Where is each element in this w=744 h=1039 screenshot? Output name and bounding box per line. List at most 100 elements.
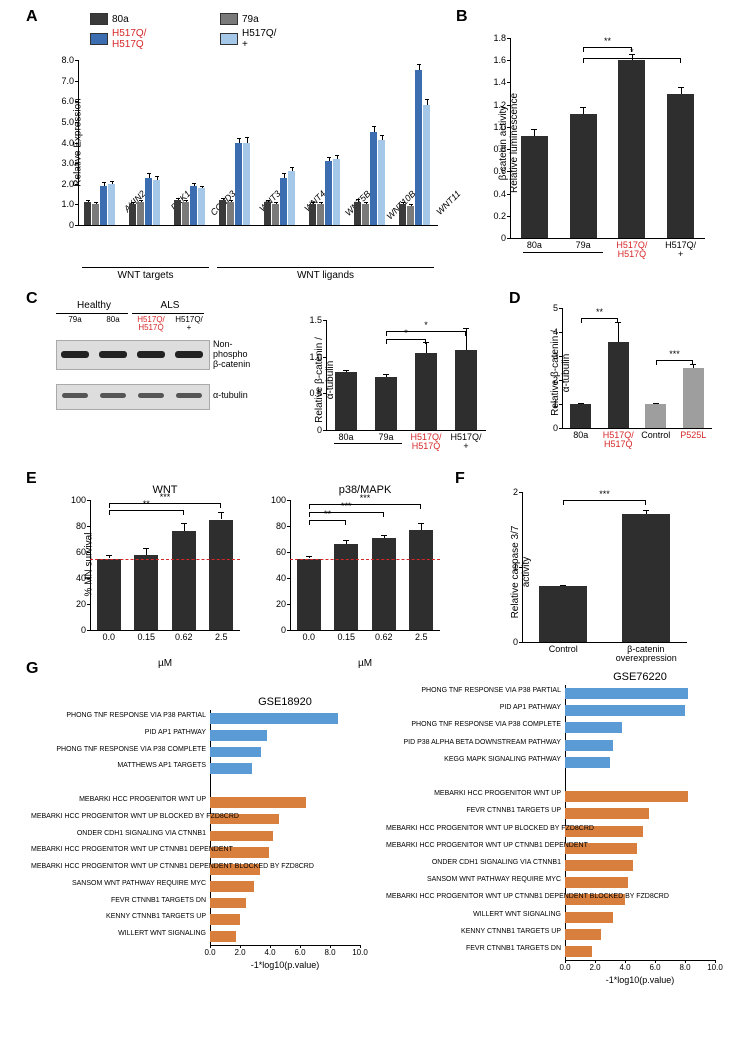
panelA-bar: [370, 132, 377, 225]
panelG-1-bar: [210, 898, 246, 909]
panelE-0-xtick: 2.5: [203, 633, 239, 642]
panelG-1-bar: [210, 931, 236, 942]
panelC-quant-ylabel: Relative β-catenin / α-tubulin: [314, 325, 336, 435]
panelA-bar: [309, 204, 316, 225]
panelA-ytick: 5.0: [54, 117, 74, 127]
panelG-2-bar-label: FEVR CTNNB1 TARGETS UP: [386, 807, 561, 815]
panelG-2-bar-label: ONDER CDH1 SIGNALING VIA CTNNB1: [386, 859, 561, 867]
panelB-sig: *: [583, 47, 681, 57]
panelG-1-xtick: 8.0: [320, 948, 340, 957]
panelE-1-ytick: 40: [266, 573, 286, 583]
panelG-2-bar-label: MEBARKI HCC PROGENITOR WNT UP: [386, 790, 561, 798]
panelC-quant-bar: [335, 372, 357, 430]
panelG-1-title: GSE18920: [210, 696, 360, 708]
panelB-sig: **: [583, 36, 632, 46]
panelE-1-ytick: 80: [266, 521, 286, 531]
panelG-1-bar-label: MEBARKI HCC PROGENITOR WNT UP: [31, 796, 206, 804]
panelG-1-bar: [210, 881, 254, 892]
panelA-group-label: WNT targets: [82, 270, 209, 281]
panelA-ytick: 2.0: [54, 179, 74, 189]
panelG-1-bar: [210, 730, 267, 741]
panelE-1-xlabel: µM: [290, 658, 440, 669]
panelG-1-bar-label: KENNY CTNNB1 TARGETS UP: [31, 913, 206, 921]
panelD-ytick: 5: [538, 303, 558, 313]
panelA-group-label: WNT ligands: [217, 270, 434, 281]
panelG-1-bar-label: SANSOM WNT PATHWAY REQUIRE MYC: [31, 880, 206, 888]
panelG-2-bar: [565, 705, 685, 716]
panelD-bar: [683, 368, 704, 428]
panelF-xtick: Control: [533, 645, 593, 654]
panelE-0-xtick: 0.15: [128, 633, 164, 642]
panelE-0-xtick: 0.0: [91, 633, 127, 642]
panelC-blot1-label: Non- phospho β-catenin: [213, 340, 273, 370]
panelG-1-bar-label: MEBARKI HCC PROGENITOR WNT UP BLOCKED BY…: [31, 813, 206, 821]
panelC-quant-ytick: 1.5: [302, 315, 322, 325]
panelE-0-xtick: 0.62: [166, 633, 202, 642]
panelC-quant-xtick: 79a: [369, 433, 403, 442]
panelA-bar: [243, 143, 250, 226]
panelG-2-bar-label: MEBARKI HCC PROGENITOR WNT UP BLOCKED BY…: [386, 825, 561, 833]
panelD-xtick: P525L: [677, 431, 710, 440]
panelD-sig: ***: [656, 349, 694, 359]
panelG-2-bar-label: PID P38 ALPHA BETA DOWNSTREAM PATHWAY: [386, 739, 561, 747]
panelD-ylabel: Relative β-catenin / α-tubulin: [550, 318, 572, 428]
panelA-bar: [354, 202, 361, 225]
panelA-ytick: 1.0: [54, 199, 74, 209]
panelE-1-xtick: 0.62: [366, 633, 402, 642]
panelB-bar: [667, 94, 694, 238]
panelE-1-ytick: 20: [266, 599, 286, 609]
panelB-xtick: 79a: [564, 241, 603, 250]
panelG-2-bar: [565, 740, 613, 751]
panelA-bar: [423, 105, 430, 225]
panelA-bar: [235, 143, 242, 226]
panelG-2-bar-label: MEBARKI HCC PROGENITOR WNT UP CTNNB1 DEP…: [386, 842, 561, 850]
panelA-bar: [317, 204, 324, 225]
panelG-1-bar-label: MEBARKI HCC PROGENITOR WNT UP CTNNB1 DEP…: [31, 863, 206, 871]
panelA-ylabel: Relative Expression: [73, 82, 84, 202]
panelE-1-baseline: [290, 559, 440, 560]
panelC-quant-sig: *: [386, 320, 466, 330]
panelA-group-line: [82, 267, 209, 268]
panelD-bar: [570, 404, 591, 428]
panelC-blot2-label: α-tubulin: [213, 390, 248, 400]
panelG-1-bar: [210, 914, 240, 925]
panelG-1-bar-label: MATTHEWS AP1 TARGETS: [31, 762, 206, 770]
panelG-2-bar: [565, 791, 688, 802]
panelE-1-xtick: 0.0: [291, 633, 327, 642]
panelC-quant-bar: [375, 377, 397, 430]
panelG-2-bar: [565, 808, 649, 819]
panelA-bar: [227, 202, 234, 225]
panelG-1-xtick: 4.0: [260, 948, 280, 957]
panelG-2-bar-label: PHONG TNF RESPONSE VIA P38 COMPLETE: [386, 721, 561, 729]
panelA-bar: [407, 206, 414, 225]
panelB-ytick: 1.8: [486, 33, 506, 43]
panelG-1-bar: [210, 763, 252, 774]
panelB-bar: [618, 60, 645, 238]
panelB-bar: [570, 114, 597, 238]
panelC-quant-xtick: H517Q/ +: [449, 433, 483, 452]
panelA-bar: [415, 70, 422, 225]
panelE-0-ylabel: % MN survival: [84, 510, 95, 620]
panelB-ytick: 0: [486, 233, 506, 243]
panelE-0-bar: [97, 559, 121, 631]
panelC-quant-bar: [415, 353, 437, 430]
panelG-2-bar-label: WILLERT WNT SIGNALING: [386, 911, 561, 919]
panelG-2-bar: [565, 929, 601, 940]
panelA-legend-item: H517Q/ H517Q: [90, 28, 146, 50]
panelA-bar: [92, 204, 99, 225]
panelC-quant-bar: [455, 350, 477, 430]
panelE-1-xtick: 2.5: [403, 633, 439, 642]
panelB-bar: [521, 136, 548, 238]
panelG-2-xtick: 6.0: [645, 963, 665, 972]
panel-label-A: A: [26, 8, 38, 26]
panelA-bar: [190, 186, 197, 225]
panelG-2-bar: [565, 946, 592, 957]
panelG-1-bar: [210, 797, 306, 808]
panelB-ylabel: β-catenin activity Relative luminescence: [498, 88, 520, 198]
panelB-underline: [523, 252, 603, 253]
panelG-2-bar-label: PHONG TNF RESPONSE VIA P38 PARTIAL: [386, 687, 561, 695]
panelG-2-title: GSE76220: [565, 671, 715, 683]
panelE-1-ytick: 60: [266, 547, 286, 557]
panel-label-F: F: [455, 470, 465, 488]
panelD-xtick: Control: [639, 431, 672, 440]
